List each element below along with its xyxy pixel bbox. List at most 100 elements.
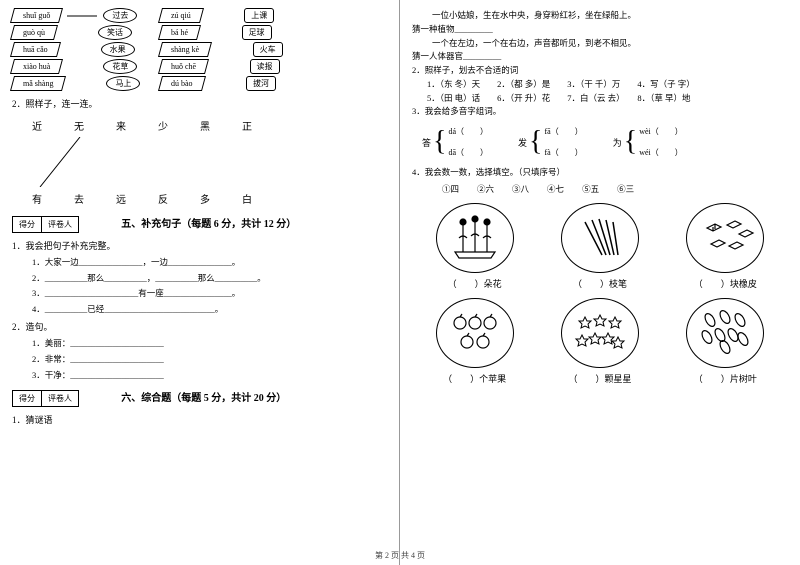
word-oval: 花草 — [103, 59, 137, 74]
grader-label: 评卷人 — [42, 391, 78, 406]
match-col-1: shuǐ guǒ 过去 guò qù 笑话 huā cǎo 水果 xiào huà 花草… — [12, 8, 140, 93]
opt: ②六 — [477, 183, 494, 195]
char: 无 — [74, 118, 84, 133]
opt: ⑥三 — [617, 183, 634, 195]
word-box: 拔河 — [246, 76, 276, 91]
pinyin-matching: shuǐ guǒ 过去 guò qù 笑话 huā cǎo 水果 xiào huà 花草… — [12, 8, 387, 93]
sentence-item: 3．干净：______________________ — [32, 369, 387, 383]
q2-item: 1．（东 冬）天 2．（都 多）是 3．（干 千）万 4．写（子 字） — [427, 78, 788, 91]
word-oval: 笑话 — [98, 25, 132, 40]
pinyin-box: huǒ chē — [171, 62, 196, 71]
q4-options: ①四 ②六 ③八 ④七 ⑤五 ⑥三 — [442, 183, 788, 195]
pinyin-box: mǎ shàng — [23, 79, 53, 88]
right-column: 一位小姑娘，生在水中央，身穿粉红衫，坐在绿船上。 猜一种植物_________ … — [400, 0, 800, 565]
fill-line: 2．__________那么__________，__________那么___… — [32, 272, 387, 286]
caption-text: 个苹果 — [479, 374, 506, 384]
word-box: 火车 — [253, 42, 283, 57]
q5-1-title: 1．我会把句子补充完整。 — [12, 239, 387, 252]
pinyin-box: huā cǎo — [23, 45, 48, 54]
char-row-top: 近 无 来 少 黑 正 — [12, 114, 387, 137]
char: 黑 — [200, 118, 210, 133]
score-label: 得分 — [13, 217, 42, 232]
opt: ④七 — [547, 183, 564, 195]
pinyin-box: shàng kè — [171, 45, 199, 54]
q5-2-title: 2．造句。 — [12, 320, 387, 333]
char: 远 — [116, 191, 126, 206]
char-row-bottom: 有 去 远 反 多 白 — [12, 187, 387, 210]
caption-text: 颗星星 — [604, 374, 631, 384]
q3-title: 3．我会给多音字组词。 — [412, 105, 788, 118]
word-box: 足球 — [242, 25, 272, 40]
circle-stars: （ ）颗星星 — [561, 298, 639, 385]
word-oval: 马上 — [106, 76, 140, 91]
brace-item: 为 { wèi（ ） wéi（ ） — [613, 126, 683, 158]
pinyin-box: bá hé — [171, 28, 188, 37]
circle-leaves: （ ）片树叶 — [686, 298, 764, 385]
word-box: 上课 — [244, 8, 274, 23]
pinyin-option: fà（ ） — [545, 147, 583, 158]
pinyin-box: dú bào — [171, 79, 193, 88]
q6-1: 1．猜谜语 — [12, 413, 387, 426]
brace-icon: { — [529, 131, 542, 153]
score-box: 得分 评卷人 — [12, 390, 79, 407]
match-lines — [12, 137, 332, 187]
riddle-answer: 猜一种植物_________ — [412, 23, 788, 36]
section6-title: 六、综合题（每题 5 分，共计 20 分） — [121, 389, 286, 404]
pinyin-option: dā（ ） — [448, 147, 488, 158]
q2-title: 2．照样子，连一连。 — [12, 97, 387, 110]
pinyin-option: wéi（ ） — [639, 147, 683, 158]
circle-apples: （ ）个苹果 — [436, 298, 514, 385]
pinyin-option: wèi（ ） — [639, 126, 683, 137]
pinyin-box: guò qù — [23, 28, 45, 37]
brace-label: 为 — [613, 136, 622, 149]
word-box: 读报 — [250, 59, 280, 74]
char: 白 — [242, 191, 252, 206]
riddle-line: 一位小姑娘，生在水中央，身穿粉红衫，坐在绿船上。 — [432, 9, 788, 22]
brace-group: 答 { dá（ ） dā（ ） 发 { fā（ ） fà（ ） 为 { — [422, 126, 788, 158]
grader-label: 评卷人 — [42, 217, 78, 232]
word-oval: 过去 — [103, 8, 137, 23]
caption-text: 朵花 — [484, 279, 502, 289]
match-col-2: zú qiú上课 bá hé足球 shàng kè火车 huǒ chē读报 dú… — [160, 8, 282, 93]
score-box: 得分 评卷人 — [12, 216, 79, 233]
q2-item: 5．（田 电）话 6．（开 升）花 7．白（云 去） 8．（草 早）地 — [427, 92, 788, 105]
char: 去 — [74, 191, 84, 206]
left-column: shuǐ guǒ 过去 guò qù 笑话 huā cǎo 水果 xiào huà 花草… — [0, 0, 400, 565]
char: 少 — [158, 118, 168, 133]
caption-text: 片树叶 — [730, 374, 757, 384]
circle-erasers: （ ）块橡皮 — [686, 203, 764, 290]
riddle-answer: 猜一人体器官_________ — [412, 50, 788, 63]
caption-text: 块橡皮 — [730, 279, 757, 289]
circle-pencils: （ ）枝笔 — [561, 203, 639, 290]
circle-row: （ ）个苹果 （ ）颗星星 — [412, 298, 788, 385]
sentence-item: 1．美丽：______________________ — [32, 337, 387, 351]
pinyin-option: dá（ ） — [448, 126, 488, 137]
pinyin-box: shuǐ guǒ — [23, 11, 50, 20]
word-oval: 水果 — [101, 42, 135, 57]
page-footer: 第 2 页 共 4 页 — [0, 550, 800, 561]
char: 来 — [116, 118, 126, 133]
circle-flowers: （ ）朵花 — [436, 203, 514, 290]
riddle-line: 一个在左边，一个在右边，声音都听见，到老不相见。 — [432, 37, 788, 50]
brace-icon: { — [433, 131, 446, 153]
char: 反 — [158, 191, 168, 206]
char: 多 — [200, 191, 210, 206]
score-label: 得分 — [13, 391, 42, 406]
pinyin-option: fā（ ） — [545, 126, 583, 137]
fill-line: 4．__________已经__________________________… — [32, 303, 387, 317]
char: 近 — [32, 118, 42, 133]
fill-line: 3．______________________有一座_____________… — [32, 287, 387, 301]
circle-row: （ ）朵花 （ ）枝笔 — [412, 203, 788, 290]
brace-label: 发 — [518, 136, 527, 149]
section5-title: 五、补充句子（每题 6 分，共计 12 分） — [121, 215, 296, 230]
sentence-item: 2．非常：______________________ — [32, 353, 387, 367]
pinyin-box: xiào huà — [23, 62, 50, 71]
brace-icon: { — [624, 131, 637, 153]
brace-item: 答 { dá（ ） dā（ ） — [422, 126, 488, 158]
char: 正 — [242, 118, 252, 133]
caption-text: 枝笔 — [609, 279, 627, 289]
opt: ①四 — [442, 183, 459, 195]
q2-title: 2．照样子，划去不合适的词 — [412, 64, 788, 77]
opt: ⑤五 — [582, 183, 599, 195]
opt: ③八 — [512, 183, 529, 195]
